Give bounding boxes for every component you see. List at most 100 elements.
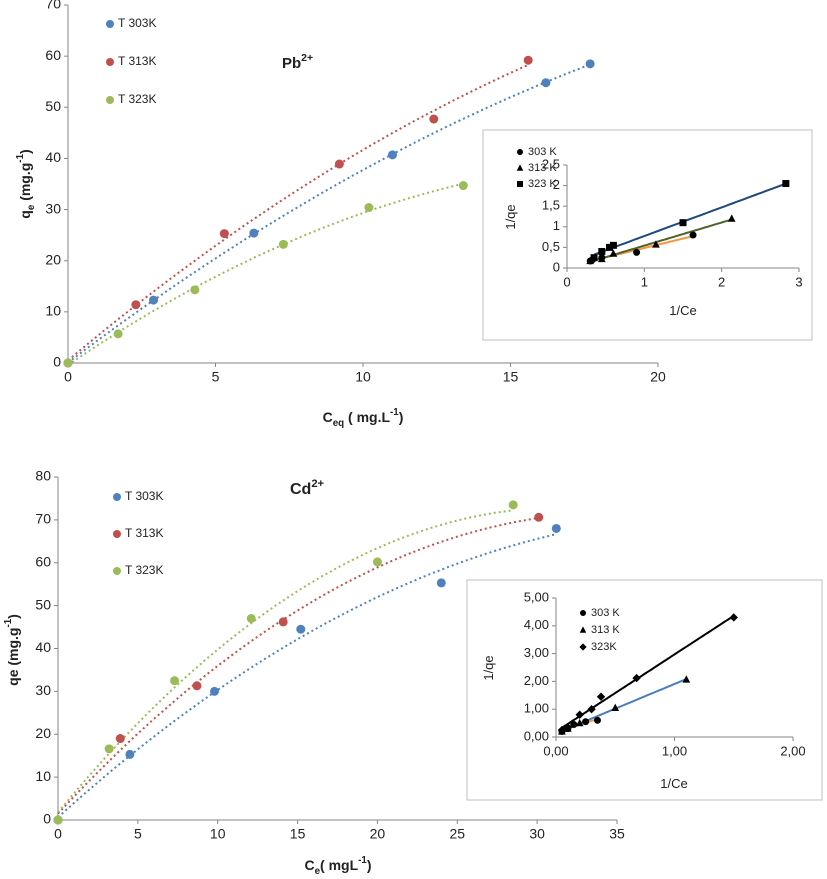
x-tick-label: 1,00 bbox=[662, 743, 687, 758]
data-point bbox=[652, 240, 660, 248]
data-point bbox=[388, 150, 397, 160]
data-point bbox=[597, 254, 606, 263]
data-point bbox=[689, 231, 697, 239]
x-tick-label: 25 bbox=[449, 826, 465, 842]
x-tick-label: 0 bbox=[54, 826, 62, 842]
trendline bbox=[57, 516, 539, 815]
x-axis-label: Ceq ( mg.L-1) bbox=[323, 407, 404, 429]
data-point bbox=[170, 676, 180, 686]
data-point bbox=[586, 256, 595, 265]
data-point bbox=[606, 243, 614, 251]
data-point bbox=[149, 295, 159, 305]
data-point bbox=[372, 557, 382, 567]
y-tick-label: 0 bbox=[553, 259, 560, 274]
data-point bbox=[575, 718, 584, 727]
x-tick-label: 10 bbox=[355, 369, 371, 385]
data-point bbox=[296, 624, 306, 634]
data-point bbox=[609, 249, 618, 257]
data-point bbox=[611, 703, 620, 711]
data-point bbox=[210, 686, 220, 696]
x-axis-label-part: e bbox=[315, 866, 321, 877]
x-axis-label-part: 1/Ce bbox=[669, 303, 696, 318]
legend-marker bbox=[517, 149, 523, 155]
inset-frame bbox=[466, 579, 823, 801]
x-tick-label: 0 bbox=[563, 274, 570, 289]
x-tick-label: 20 bbox=[370, 826, 386, 842]
y-tick-label: 60 bbox=[35, 553, 51, 569]
x-axis-label: 1/Ce bbox=[669, 303, 696, 318]
legend-marker bbox=[106, 96, 114, 104]
x-tick-label: 2 bbox=[718, 274, 725, 289]
data-point bbox=[246, 613, 256, 623]
trendline bbox=[67, 182, 464, 366]
y-axis-label-part: 1/qe bbox=[503, 204, 518, 229]
data-point bbox=[563, 723, 573, 732]
annotation-part: 2+ bbox=[311, 478, 324, 490]
x-axis-label-part: -1 bbox=[358, 855, 367, 866]
data-point bbox=[190, 285, 200, 295]
legend-label: T 313K bbox=[118, 54, 156, 68]
data-point bbox=[590, 254, 598, 262]
x-axis-label-part: ( mg.L bbox=[344, 409, 390, 425]
data-point bbox=[534, 512, 544, 522]
y-axis-label: qe (mg.g-1) bbox=[3, 614, 21, 686]
legend-marker bbox=[113, 567, 121, 575]
trendline bbox=[57, 533, 557, 819]
legend-marker bbox=[106, 20, 114, 28]
x-axis-label-part: C bbox=[304, 857, 314, 873]
x-tick-label: 30 bbox=[529, 826, 545, 842]
x-tick-label: 20 bbox=[650, 369, 666, 385]
x-tick-label: 10 bbox=[210, 826, 226, 842]
data-point bbox=[575, 710, 584, 719]
data-point bbox=[782, 180, 790, 188]
legend-marker bbox=[516, 164, 524, 171]
data-point bbox=[131, 300, 141, 310]
data-point bbox=[278, 617, 288, 627]
x-axis-label-part: 1/Ce bbox=[660, 776, 687, 791]
data-point bbox=[682, 675, 691, 683]
y-axis-label-part: (mg.g bbox=[17, 163, 33, 205]
legend-label: 303 K bbox=[591, 607, 620, 619]
x-axis-label-part: ) bbox=[399, 409, 404, 425]
annotation-part: 2+ bbox=[301, 52, 313, 64]
data-point bbox=[219, 229, 229, 239]
data-point bbox=[541, 78, 551, 88]
y-tick-label: 80 bbox=[35, 468, 51, 484]
y-axis-label-part: -1 bbox=[3, 618, 14, 627]
legend-label: 323 K bbox=[528, 178, 557, 190]
y-tick-label: 10 bbox=[45, 303, 61, 319]
y-tick-label: 40 bbox=[35, 639, 51, 655]
legend-marker bbox=[579, 643, 587, 651]
trendline bbox=[57, 509, 514, 813]
data-point bbox=[192, 681, 202, 691]
data-point bbox=[679, 219, 687, 227]
x-axis-label-part: ) bbox=[367, 857, 372, 873]
y-tick-label: 0,5 bbox=[542, 239, 560, 254]
data-point bbox=[113, 329, 123, 339]
data-point bbox=[729, 613, 738, 622]
y-axis-label-part: qe (mg.g bbox=[5, 628, 21, 686]
y-tick-label: 1,5 bbox=[542, 198, 560, 213]
legend-label: T 313K bbox=[125, 526, 163, 540]
data-point bbox=[429, 114, 439, 124]
legend-label: T 303K bbox=[125, 489, 163, 503]
annotation-part: Pb bbox=[282, 55, 301, 72]
x-tick-label: 1 bbox=[641, 274, 648, 289]
y-tick-label: 50 bbox=[45, 98, 61, 114]
y-tick-label: 2,00 bbox=[524, 673, 549, 688]
data-point bbox=[63, 358, 73, 368]
y-tick-label: 0 bbox=[43, 811, 51, 827]
x-tick-label: 5 bbox=[212, 369, 220, 385]
annotation: Cd2+ bbox=[290, 478, 325, 498]
data-point bbox=[278, 239, 288, 249]
y-axis-label-part: e bbox=[26, 204, 37, 210]
y-tick-label: 20 bbox=[35, 725, 51, 741]
data-point bbox=[557, 725, 567, 735]
x-tick-label: 15 bbox=[290, 826, 306, 842]
y-axis-label: qe (mg.g-1) bbox=[15, 149, 37, 218]
y-tick-label: 70 bbox=[45, 0, 61, 12]
data-point bbox=[598, 248, 606, 256]
legend-marker bbox=[113, 493, 121, 501]
y-tick-label: 70 bbox=[35, 511, 51, 527]
